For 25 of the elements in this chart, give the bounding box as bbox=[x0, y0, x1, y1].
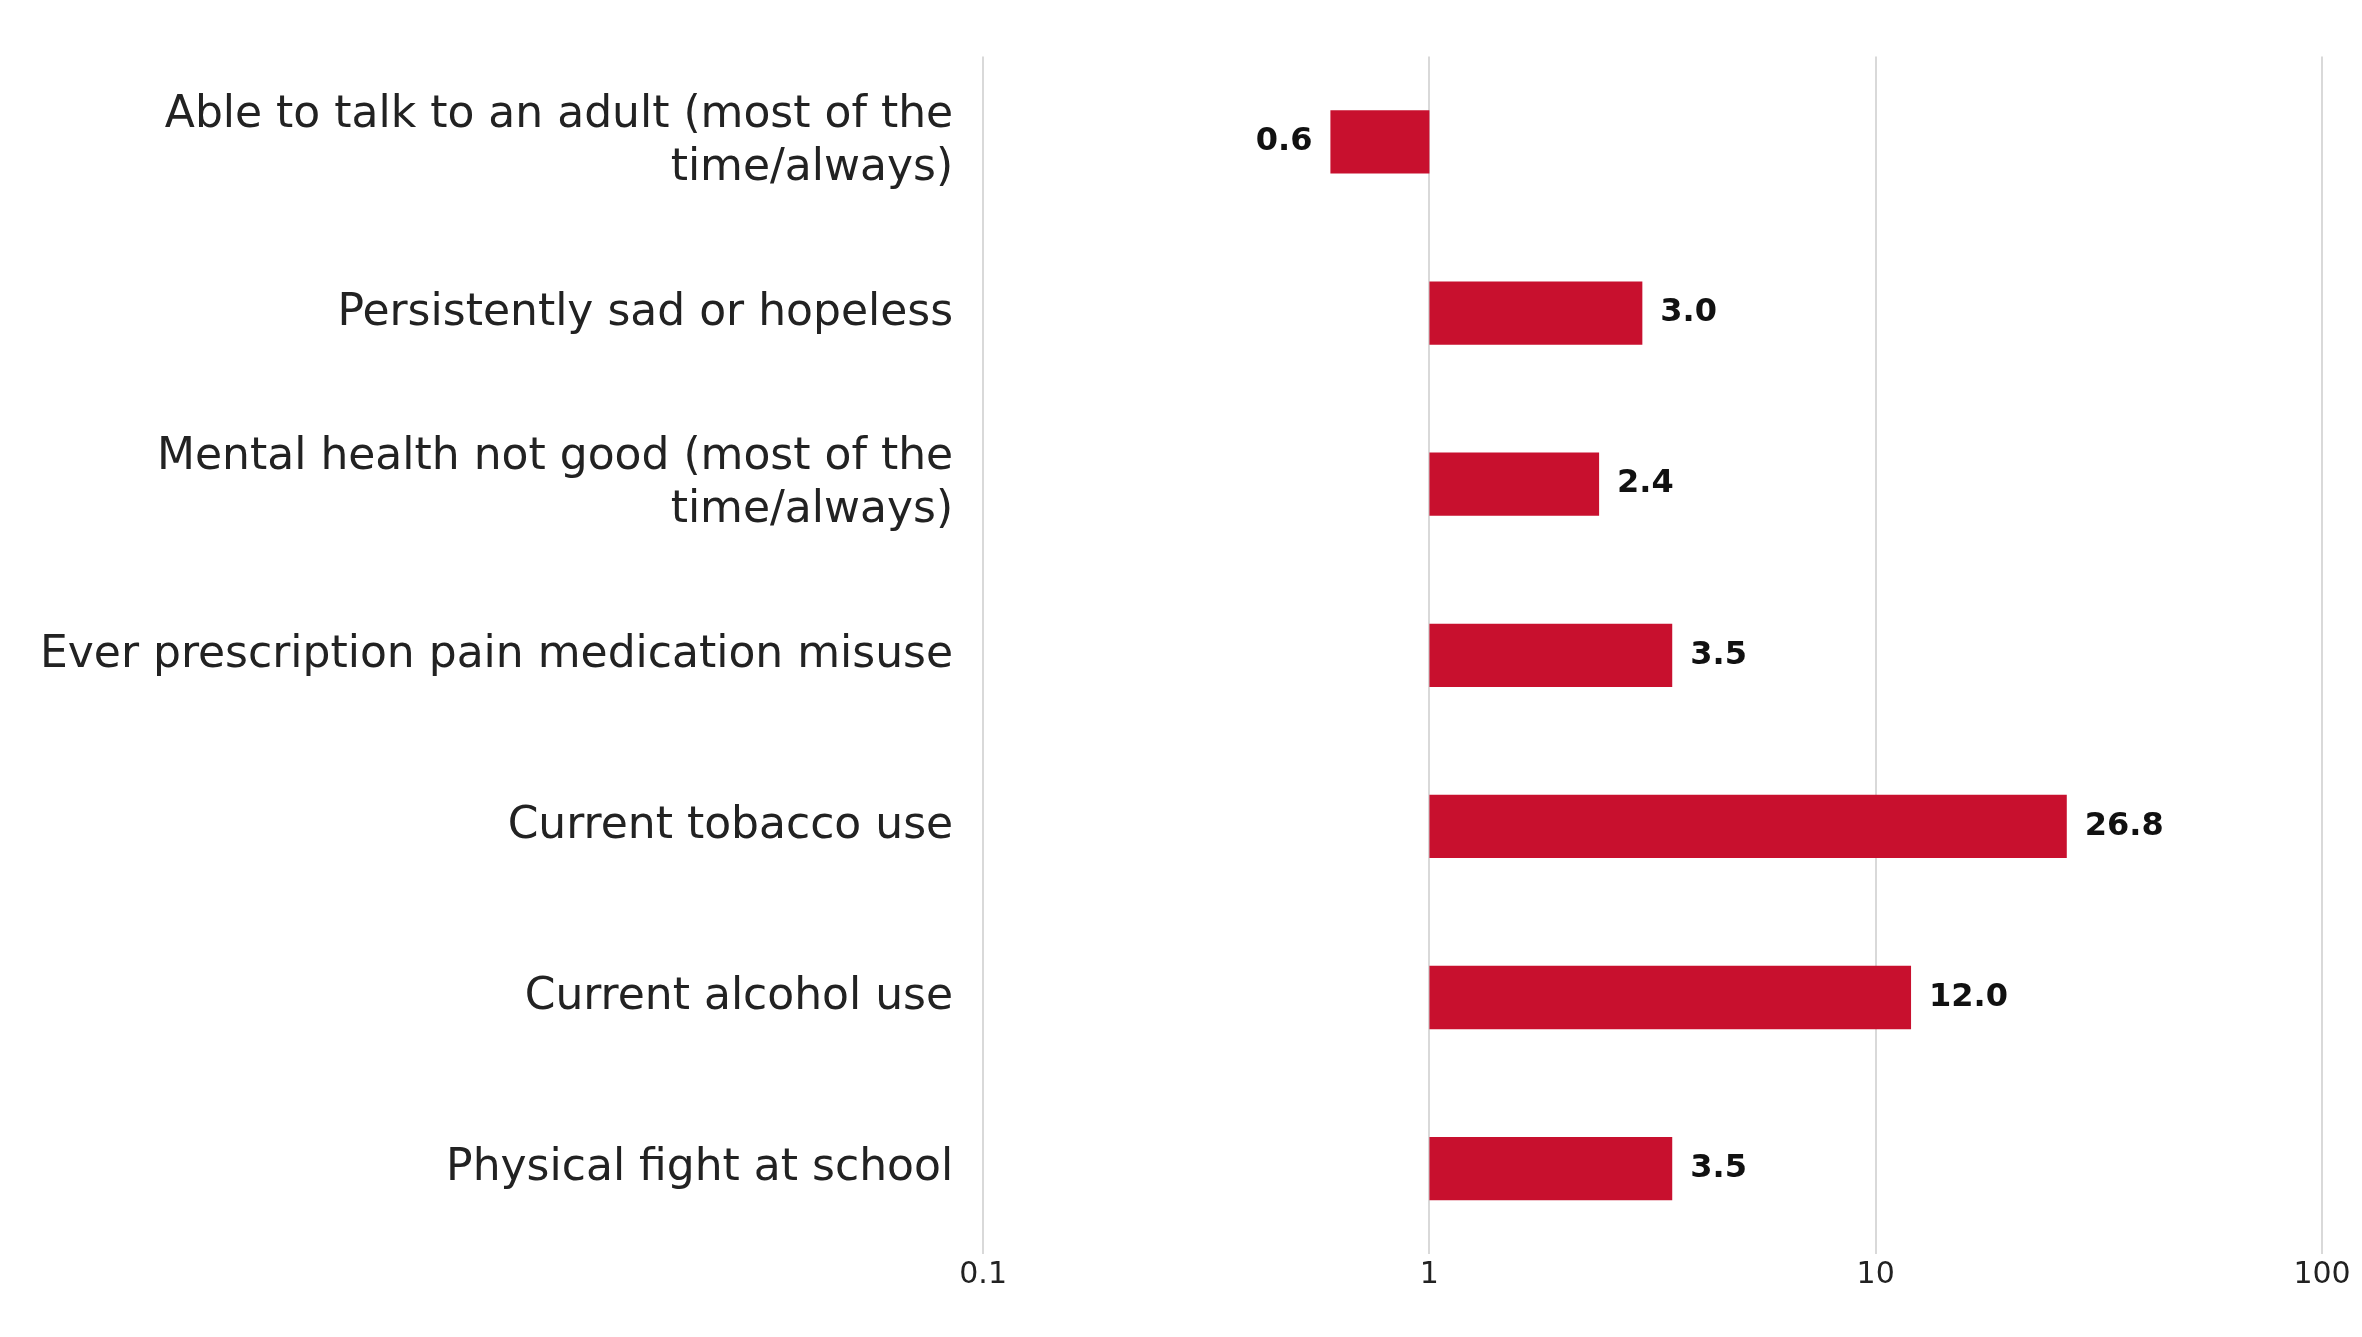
bar bbox=[1429, 281, 1643, 345]
data-label: 3.5 bbox=[1690, 633, 1747, 672]
y-tick-label: Ever prescription pain medication misuse bbox=[39, 625, 954, 677]
bar bbox=[1429, 1136, 1673, 1201]
data-label: 0.6 bbox=[1255, 120, 1313, 159]
x-tick-label: 0.1 bbox=[959, 1255, 1007, 1290]
y-tick-label: Physical fight at school bbox=[446, 1139, 954, 1191]
x-tick-label: 10 bbox=[1856, 1255, 1895, 1290]
data-label: 3.0 bbox=[1660, 291, 1718, 330]
y-tick-label: Current tobacco use bbox=[507, 796, 954, 848]
bar bbox=[1429, 452, 1600, 516]
x-tick-label: 100 bbox=[2293, 1255, 2351, 1290]
bar bbox=[1330, 110, 1430, 174]
bar bbox=[1429, 623, 1673, 687]
y-tick-label: Persistently sad or hopeless bbox=[337, 283, 954, 335]
data-label: 3.5 bbox=[1690, 1146, 1747, 1185]
bar bbox=[1429, 794, 2067, 859]
x-tick-label: 1 bbox=[1419, 1255, 1439, 1290]
y-tick-label: Current alcohol use bbox=[524, 967, 954, 1019]
data-label: 26.8 bbox=[2084, 804, 2164, 843]
data-label: 2.4 bbox=[1617, 462, 1674, 501]
bar bbox=[1429, 965, 1912, 1030]
y-tick-label: Able to talk to an adult (most of the time/always) bbox=[164, 85, 954, 190]
data-label: 12.0 bbox=[1929, 975, 2008, 1014]
y-tick-label: Mental health not good (most of the time/always) bbox=[157, 428, 954, 533]
